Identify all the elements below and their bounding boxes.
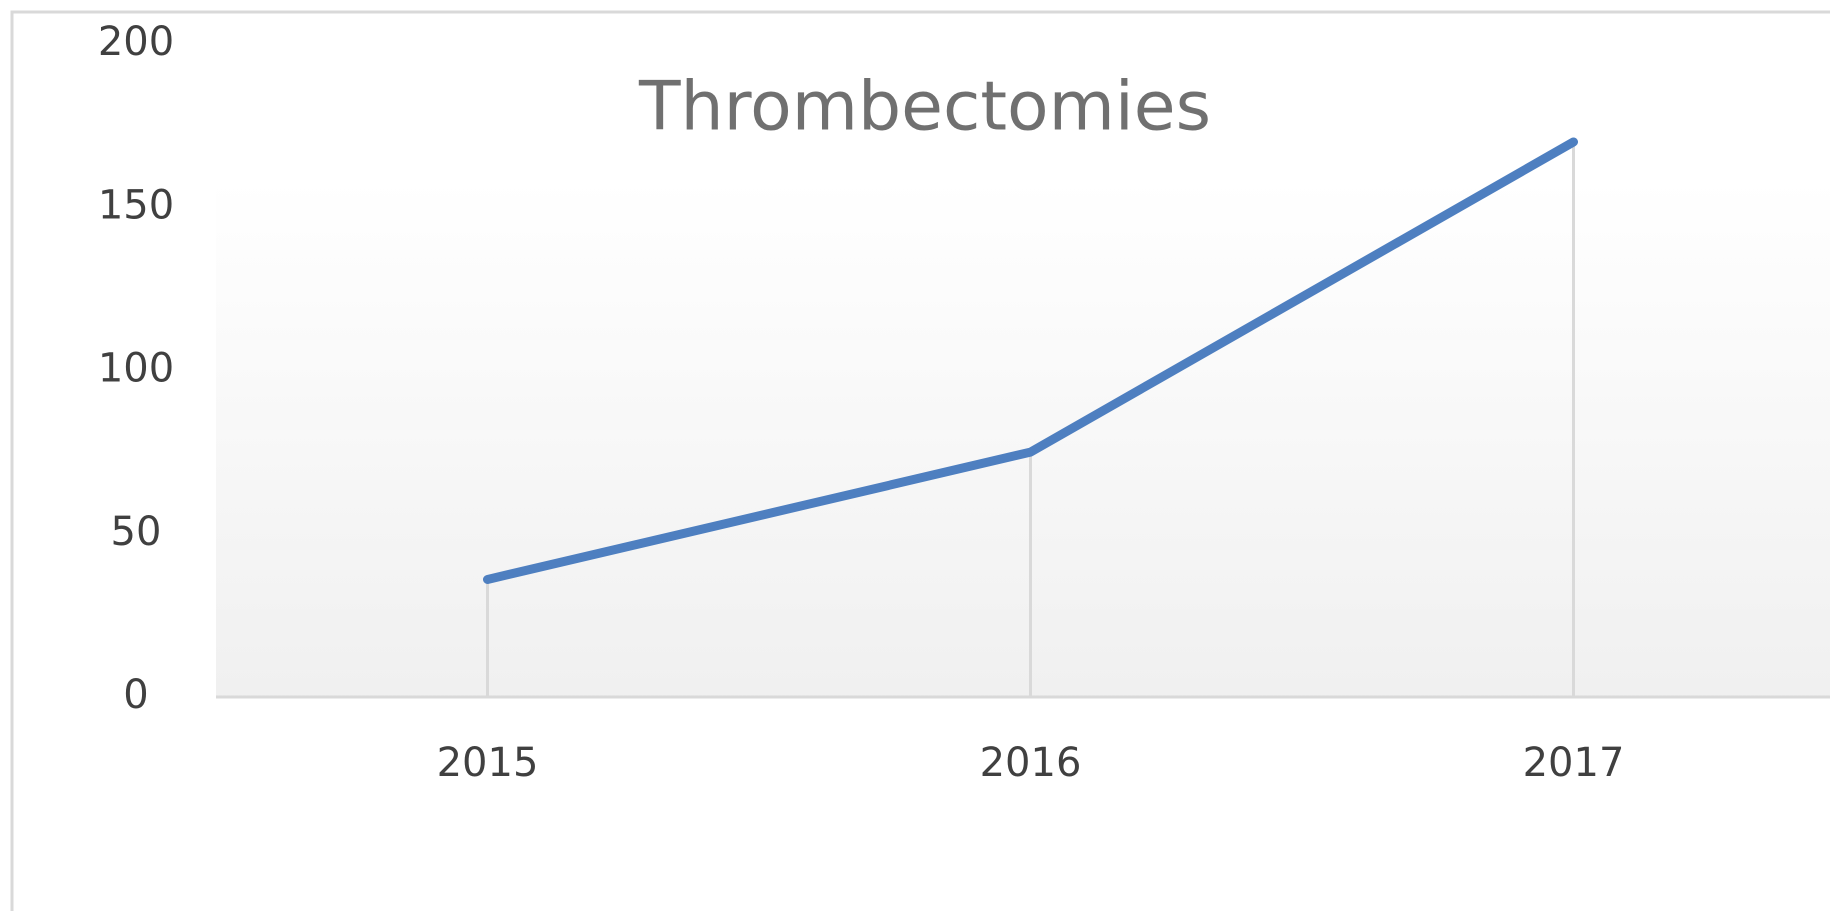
plot-background bbox=[216, 180, 1830, 697]
y-tick-label: 150 bbox=[98, 182, 174, 228]
line-series bbox=[483, 137, 1578, 584]
y-tick-label: 200 bbox=[98, 19, 174, 65]
y-tick-label: 0 bbox=[123, 672, 148, 718]
x-tick-label: 2016 bbox=[980, 740, 1082, 786]
chart-title: Thrombectomies bbox=[638, 68, 1211, 147]
y-tick-label: 100 bbox=[98, 346, 174, 392]
x-tick-label: 2017 bbox=[1523, 740, 1625, 786]
y-tick-label: 50 bbox=[111, 509, 162, 555]
x-tick-label: 2015 bbox=[437, 740, 539, 786]
